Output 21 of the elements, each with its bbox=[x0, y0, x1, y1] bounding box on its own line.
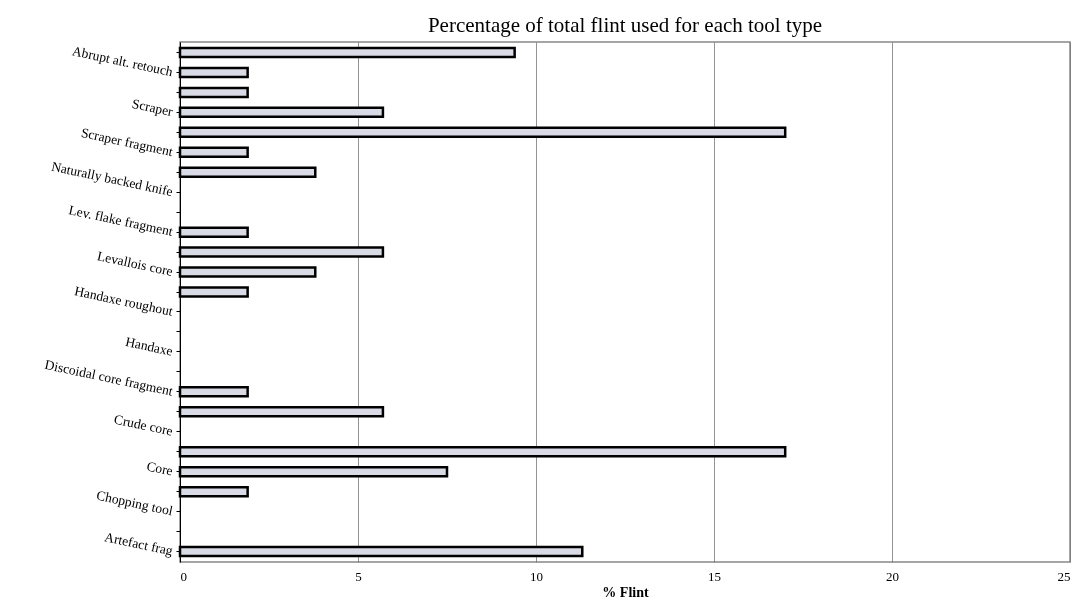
x-tick-label: 0 bbox=[180, 568, 187, 584]
y-tick-label: Discoidal core fragment bbox=[43, 356, 175, 399]
y-tick-label: Artefact frag bbox=[103, 529, 175, 559]
chart-title: Percentage of total flint used for each tool type bbox=[427, 13, 823, 37]
y-tick-label: Core bbox=[145, 458, 175, 479]
x-tick-label: 15 bbox=[708, 568, 721, 584]
x-tick-label: 20 bbox=[886, 568, 899, 584]
x-tick-label: 10 bbox=[530, 568, 543, 584]
y-tick-label: Scraper bbox=[130, 95, 175, 120]
y-tick-label: Lev. flake fragment bbox=[67, 202, 175, 240]
y-tick-label: Levallois core bbox=[95, 248, 175, 279]
x-axis-title: % Flint bbox=[602, 584, 649, 600]
x-tick-label: 25 bbox=[1057, 568, 1071, 584]
y-tick-label: Crude core bbox=[112, 411, 175, 439]
y-tick-label: Abrupt alt. retouch bbox=[70, 43, 175, 80]
y-tick-label: Handaxe bbox=[124, 334, 175, 359]
y-tick-label: Chopping tool bbox=[95, 487, 175, 519]
y-tick-label: Handaxe roughout bbox=[73, 283, 175, 319]
y-tick-label: Naturally backed knife bbox=[50, 158, 175, 200]
y-tick-label: Scraper fragment bbox=[79, 125, 175, 160]
x-tick-label: 5 bbox=[355, 568, 362, 584]
